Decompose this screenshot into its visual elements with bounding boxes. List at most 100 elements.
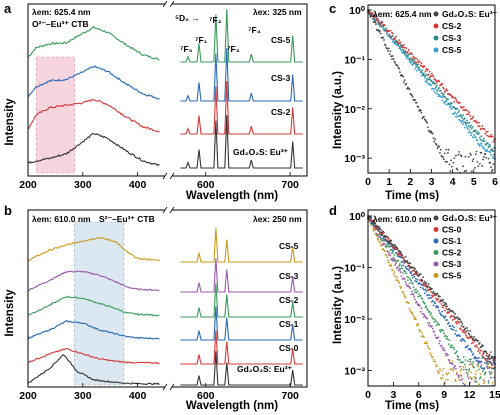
d-point-1-115 bbox=[459, 365, 461, 368]
c-point-0-63 bbox=[417, 67, 420, 70]
d-point-0-26 bbox=[387, 261, 390, 264]
c-point-2-123 bbox=[465, 108, 468, 111]
c-point-3-107 bbox=[452, 162, 455, 164]
c-point-0-82 bbox=[432, 88, 435, 90]
c-point-2-79 bbox=[430, 74, 432, 77]
d-point-0-90 bbox=[439, 368, 441, 370]
c-point-1-152 bbox=[488, 143, 491, 146]
d-point-0-88 bbox=[437, 372, 440, 375]
c-point-1-70 bbox=[423, 72, 425, 75]
panel-d-frame bbox=[367, 209, 496, 387]
d-point-0-136 bbox=[475, 369, 478, 372]
d-point-5-69 bbox=[422, 276, 424, 279]
d-point-0-7 bbox=[372, 230, 375, 232]
d-point-5-70 bbox=[423, 282, 425, 284]
c-point-1-94 bbox=[442, 94, 444, 97]
panel-d-ylabel: Intensity (a.u.) bbox=[332, 266, 344, 344]
d-point-2-108 bbox=[453, 348, 456, 351]
c-point-1-48 bbox=[405, 55, 408, 57]
c-point-2-56 bbox=[411, 57, 414, 60]
d-point-0-42 bbox=[400, 286, 403, 289]
c-point-2-142 bbox=[480, 127, 483, 130]
c-point-0-71 bbox=[423, 77, 426, 79]
d-x-tick-label-2: 6 bbox=[416, 389, 422, 401]
c-point-0-110 bbox=[455, 115, 457, 118]
d-point-1-106 bbox=[451, 363, 454, 366]
d-point-2-57 bbox=[412, 286, 415, 288]
d-point-4-123 bbox=[465, 334, 468, 337]
panel-b-frame-left bbox=[27, 209, 165, 388]
d-point-0-105 bbox=[451, 368, 453, 371]
d-point-5-5 bbox=[371, 222, 373, 225]
d-point-0-37 bbox=[396, 279, 399, 281]
d-point-5-106 bbox=[451, 310, 454, 312]
d-point-1-97 bbox=[444, 352, 447, 355]
panel-d-decay-points bbox=[367, 215, 496, 387]
c-point-0-42 bbox=[400, 49, 403, 52]
c-point-3-9 bbox=[374, 21, 377, 24]
d-point-1-15 bbox=[379, 235, 381, 238]
c-point-3-49 bbox=[406, 87, 408, 90]
panel-d-annotation: λem: 610.0 nm bbox=[373, 214, 432, 224]
d-point-1-127 bbox=[468, 368, 471, 370]
d-point-3-79 bbox=[430, 297, 432, 299]
d-point-1-27 bbox=[388, 252, 391, 255]
d-point-2-95 bbox=[443, 332, 445, 335]
d-point-0-44 bbox=[402, 291, 404, 294]
c-point-2-115 bbox=[459, 101, 461, 104]
d-point-1-111 bbox=[455, 373, 458, 375]
c-point-0-127 bbox=[468, 129, 471, 131]
c-point-0-31 bbox=[391, 40, 394, 43]
b-axis-break-1 bbox=[162, 383, 168, 391]
d-point-5-42 bbox=[400, 252, 403, 255]
c-point-2-21 bbox=[383, 24, 386, 27]
d-point-0-116 bbox=[459, 370, 462, 372]
d-point-0-139 bbox=[478, 383, 480, 386]
d-point-3-156 bbox=[491, 357, 494, 360]
d-point-2-132 bbox=[472, 360, 475, 363]
d-point-0-73 bbox=[425, 341, 428, 343]
c-point-3-29 bbox=[390, 55, 393, 58]
c-point-0-91 bbox=[439, 95, 442, 98]
d-point-4-140 bbox=[478, 352, 481, 355]
d-point-5-41 bbox=[399, 250, 402, 253]
c-point-2-89 bbox=[438, 80, 440, 83]
d-point-2-100 bbox=[447, 338, 449, 341]
d-point-3-124 bbox=[466, 346, 468, 348]
d-point-5-115 bbox=[459, 318, 461, 321]
panel-a-series-label-cs2: CS-2 bbox=[271, 107, 291, 117]
d-point-2-66 bbox=[419, 294, 422, 297]
d-point-0-106 bbox=[451, 360, 454, 363]
d-point-0-79 bbox=[430, 354, 432, 356]
panel-c-xlabel: Time (ms) bbox=[385, 190, 439, 202]
d-point-4-97 bbox=[444, 305, 447, 308]
c-legend-label-2: CS-3 bbox=[442, 33, 462, 43]
c-point-2-60 bbox=[415, 57, 417, 60]
c-point-1-100 bbox=[447, 98, 449, 101]
panel-b-series-label-cs2: CS-2 bbox=[279, 295, 299, 305]
d-point-4-132 bbox=[472, 341, 475, 344]
d-point-0-119 bbox=[462, 366, 464, 368]
c-point-0-59 bbox=[414, 68, 416, 70]
d-point-0-39 bbox=[398, 281, 401, 284]
c-point-3-83 bbox=[433, 140, 436, 143]
c-point-0-128 bbox=[469, 131, 472, 134]
d-point-2-19 bbox=[382, 239, 385, 242]
c-point-1-125 bbox=[466, 122, 469, 124]
panel-c-decay-points bbox=[367, 9, 496, 174]
c-point-1-89 bbox=[438, 87, 440, 89]
d-point-2-31 bbox=[391, 251, 394, 254]
c-point-3-148 bbox=[485, 156, 488, 159]
d-point-2-13 bbox=[377, 233, 380, 236]
d-point-5-120 bbox=[462, 326, 465, 328]
panel-a: a Intensity Wavelength (nm) 200 300 400 600… bbox=[4, 0, 308, 202]
c-point-1-135 bbox=[474, 129, 477, 132]
d-point-0-25 bbox=[387, 259, 389, 262]
panel-b-excitation-sublabel: S²⁻–Eu³⁺ CTB bbox=[99, 214, 155, 224]
c-point-3-142 bbox=[480, 152, 483, 154]
d-point-2-87 bbox=[436, 321, 439, 324]
d-point-1-13 bbox=[377, 236, 380, 239]
c-point-0-142 bbox=[480, 142, 483, 145]
c-point-1-140 bbox=[478, 136, 481, 139]
d-point-5-80 bbox=[431, 287, 433, 290]
